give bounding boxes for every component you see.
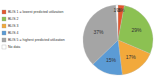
legend-swatch: [2, 38, 6, 42]
data-label: 17%: [126, 54, 137, 60]
legend-swatch: [2, 45, 6, 49]
legend-label: BLIS 4: [8, 31, 19, 35]
legend-label: BLIS 5 = highest predicted utilization: [8, 38, 65, 42]
data-label: 29%: [131, 27, 142, 33]
legend-item: BLIS 1 = lowest predicted utilization: [2, 10, 63, 14]
legend: BLIS 1 = lowest predicted utilization BLI…: [2, 10, 65, 49]
pie-slice: [118, 40, 150, 75]
data-label: 37%: [93, 29, 104, 35]
legend-label: BLIS 1 = lowest predicted utilization: [8, 10, 63, 14]
pie: [83, 5, 153, 75]
pie-slice: [83, 5, 118, 64]
legend-item: BLIS 5 = highest predicted utilization: [2, 38, 65, 42]
legend-swatch: [2, 24, 6, 28]
legend-label: No data: [8, 45, 20, 49]
chart: 3%29%17%15%37%1%BLIS 1 = lowest predicte…: [0, 0, 154, 80]
legend-item: No data: [2, 45, 20, 49]
data-label: 1%: [113, 7, 121, 13]
legend-item: BLIS 3: [2, 24, 19, 28]
legend-label: BLIS 3: [8, 24, 19, 28]
legend-swatch: [2, 10, 6, 14]
data-label: 15%: [106, 57, 117, 63]
legend-item: BLIS 2: [2, 17, 19, 21]
legend-item: BLIS 4: [2, 31, 19, 35]
legend-swatch: [2, 17, 6, 21]
legend-swatch: [2, 31, 6, 35]
data-labels: 3%29%17%15%37%1%: [93, 7, 142, 63]
legend-label: BLIS 2: [8, 17, 19, 21]
